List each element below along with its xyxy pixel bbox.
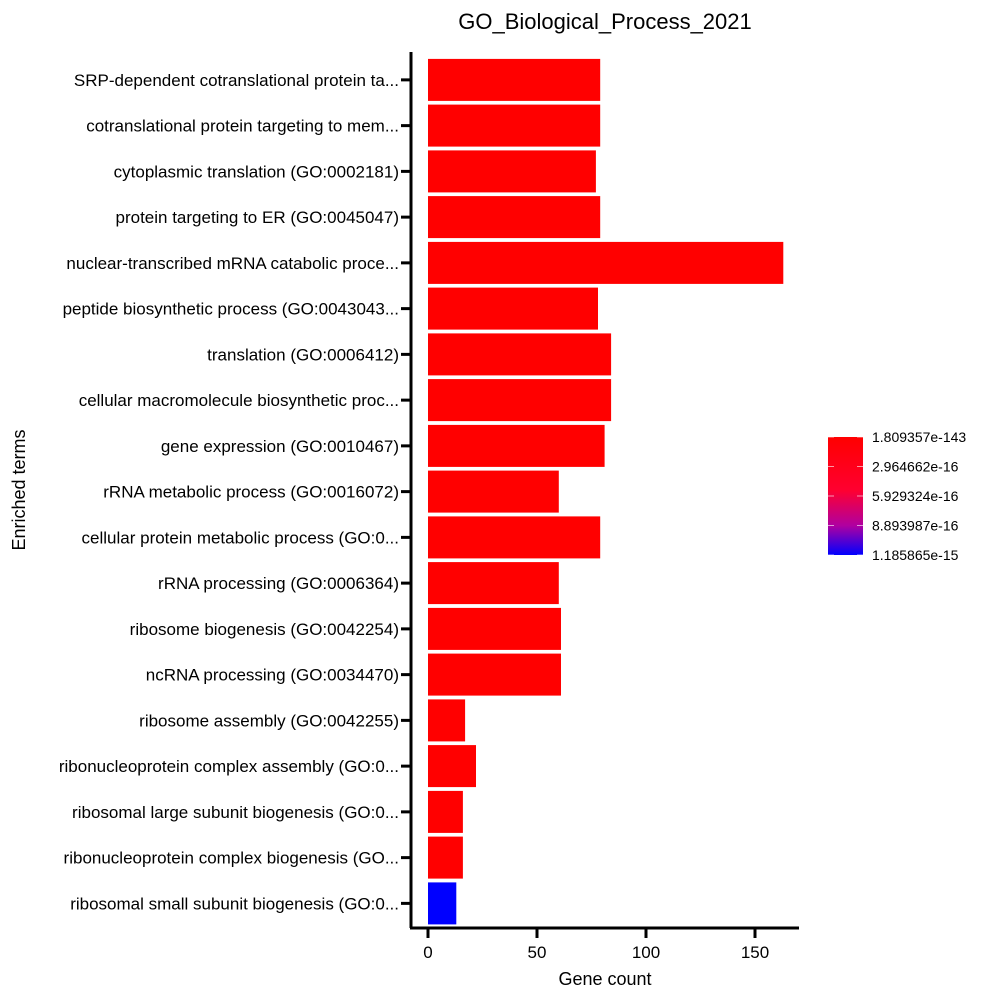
bar	[428, 790, 463, 833]
y-tick-label: ncRNA processing (GO:0034470)	[146, 666, 399, 685]
colorbar-label: 8.893987e-16	[872, 518, 959, 534]
colorbar-label: 1.185865e-15	[872, 547, 959, 563]
y-ticks-layer: SRP-dependent cotranslational protein ta…	[59, 71, 411, 913]
x-axis-title: Gene count	[558, 969, 651, 989]
y-tick-label: ribosome assembly (GO:0042255)	[139, 711, 399, 730]
y-tick-label: translation (GO:0006412)	[207, 345, 399, 364]
y-tick-label: ribosome biogenesis (GO:0042254)	[130, 620, 399, 639]
bar	[428, 745, 476, 788]
colorbar-label: 1.809357e-143	[872, 429, 966, 445]
y-tick-label: nuclear-transcribed mRNA catabolic proce…	[66, 254, 399, 273]
bar	[428, 196, 601, 239]
y-tick-label: ribonucleoprotein complex biogenesis (GO…	[64, 849, 399, 868]
y-tick-label: cotranslational protein targeting to mem…	[86, 117, 399, 136]
bar	[428, 653, 561, 696]
bar	[428, 333, 612, 376]
bar	[428, 836, 463, 879]
x-tick-label: 100	[632, 943, 660, 962]
colorbar-label: 5.929324e-16	[872, 488, 959, 504]
bar	[428, 379, 612, 422]
bar	[428, 104, 601, 147]
y-tick-label: cellular macromolecule biosynthetic proc…	[79, 391, 399, 410]
colorbar-label: 2.964662e-16	[872, 459, 959, 475]
y-tick-label: ribonucleoprotein complex assembly (GO:0…	[59, 757, 399, 776]
bar	[428, 150, 596, 193]
bar	[428, 562, 559, 605]
bars-layer	[428, 58, 784, 925]
y-tick-label: protein targeting to ER (GO:0045047)	[116, 208, 400, 227]
chart-title: GO_Biological_Process_2021	[458, 9, 752, 34]
y-tick-label: rRNA processing (GO:0006364)	[158, 574, 399, 593]
x-tick-label: 50	[528, 943, 547, 962]
bar	[428, 516, 601, 559]
y-tick-label: cellular protein metabolic process (GO:0…	[82, 528, 399, 547]
bar	[428, 607, 561, 650]
x-ticks-layer: 0 50 100 150	[423, 928, 769, 962]
y-tick-label: SRP-dependent cotranslational protein ta…	[74, 71, 399, 90]
bar	[428, 241, 784, 284]
bar	[428, 58, 601, 101]
y-tick-label: gene expression (GO:0010467)	[161, 437, 399, 456]
y-tick-label: ribosomal small subunit biogenesis (GO:0…	[70, 894, 399, 913]
x-tick-label: 150	[741, 943, 769, 962]
colorbar-labels: 1.809357e-143 2.964662e-16 5.929324e-16 8.8…	[828, 429, 966, 563]
bar	[428, 882, 457, 925]
x-tick-label: 0	[423, 943, 432, 962]
y-axis-title: Enriched terms	[9, 429, 29, 550]
y-tick-label: peptide biosynthetic process (GO:0043043…	[63, 300, 399, 319]
y-tick-label: rRNA metabolic process (GO:0016072)	[103, 483, 399, 502]
y-tick-label: ribosomal large subunit biogenesis (GO:0…	[72, 803, 399, 822]
bar	[428, 424, 605, 467]
y-tick-label: cytoplasmic translation (GO:0002181)	[114, 162, 399, 181]
bar	[428, 699, 466, 742]
bar	[428, 287, 598, 330]
bar	[428, 470, 559, 513]
